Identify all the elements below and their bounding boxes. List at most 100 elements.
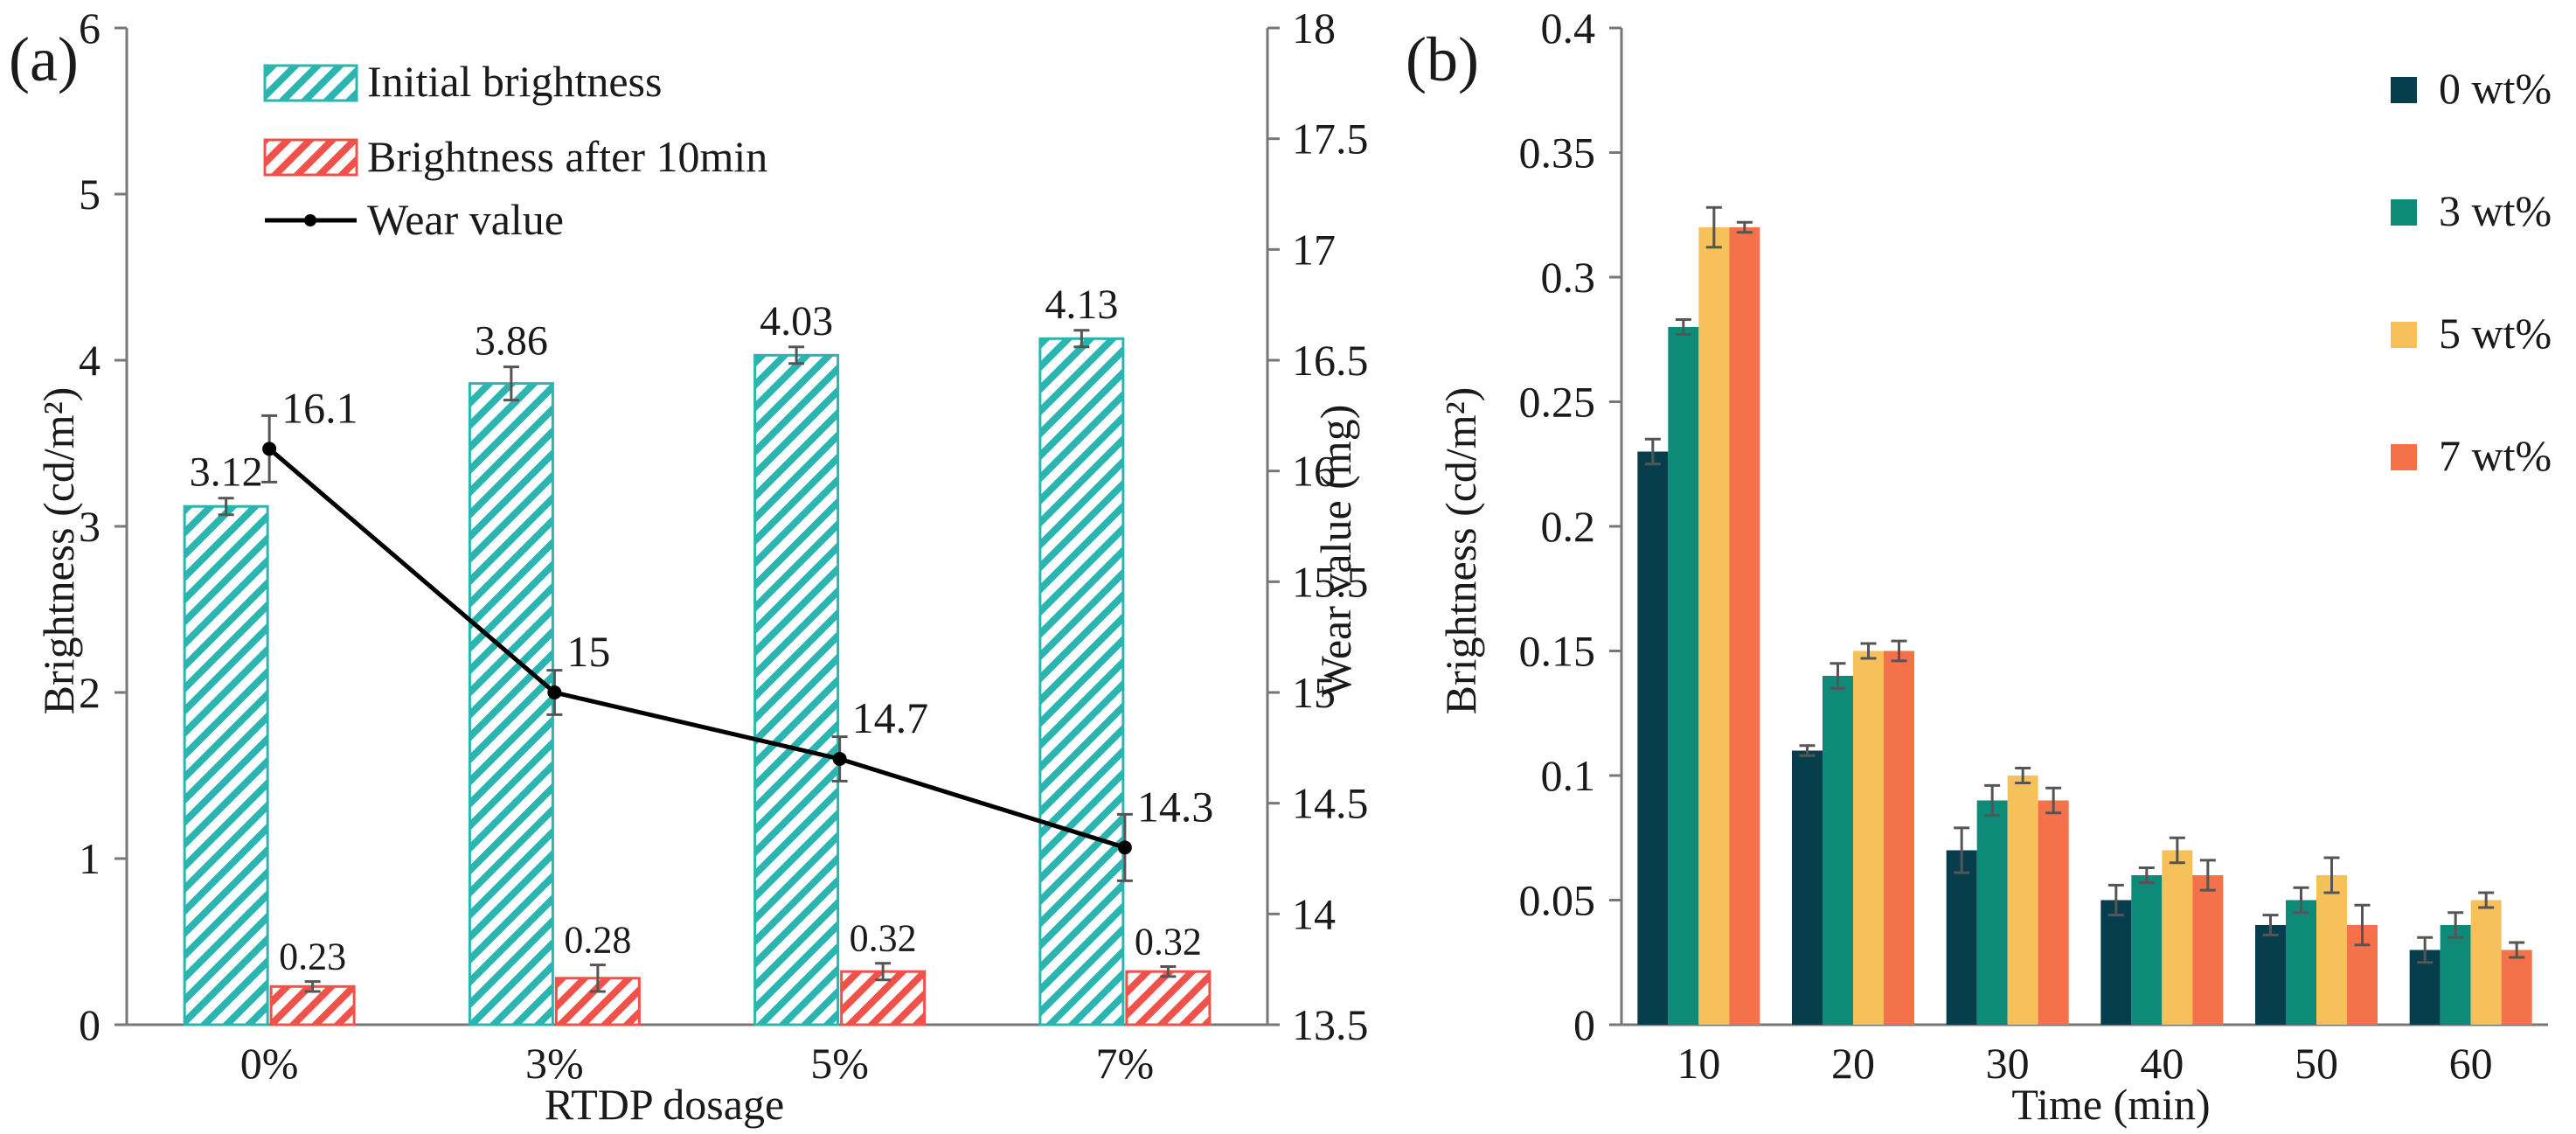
- panel-a-right-axis: 13.5 14 14.5 15 15.5 16 16.5 17 17.5 18: [1266, 3, 1369, 1049]
- legend-label: 7 wt%: [2439, 431, 2552, 480]
- panel-b-x-tick-label: 60: [2449, 1039, 2493, 1088]
- bar-7wt: [1884, 650, 1914, 1025]
- bar-3wt: [1668, 327, 1699, 1025]
- panel-b-label: (b): [1406, 24, 1479, 94]
- wear-value-point: [832, 752, 847, 766]
- panel-b-x-tick-label: 20: [1831, 1039, 1875, 1088]
- panel-b-y-tick-label: 0.15: [1519, 627, 1596, 676]
- panel-a-left-tick-label: 2: [79, 668, 101, 717]
- legend-label: 3 wt%: [2439, 186, 2552, 235]
- initial-brightness-value-label: 3.86: [475, 318, 548, 365]
- panel-a-left-axis-title: Brightness (cd/m²): [34, 387, 83, 715]
- after-10min-bar: [1125, 970, 1212, 1026]
- panel-a-left-tick-label: 3: [79, 502, 101, 551]
- panel-a-x-tick-label: 3%: [525, 1039, 584, 1088]
- panel-b-legend: 0 wt% 3 wt% 5 wt% 7 wt%: [2391, 64, 2552, 480]
- panel-b-y-tick-label: 0.25: [1519, 378, 1596, 427]
- after-10min-value-label: 0.32: [1135, 921, 1202, 964]
- panel-a-right-tick-label: 13.5: [1292, 1000, 1369, 1049]
- bar-7wt: [1729, 227, 1760, 1025]
- bar-3wt: [2131, 875, 2163, 1025]
- bar-5wt: [1853, 650, 1884, 1025]
- wear-value-point: [1117, 840, 1132, 855]
- panel-b-y-tick-label: 0: [1573, 1000, 1595, 1049]
- bar-5wt: [1698, 227, 1730, 1025]
- panel-b-y-tick-label: 0.4: [1541, 3, 1596, 52]
- panel-a-right-axis-title: Wear value (mg): [1311, 405, 1360, 698]
- wear-value-label: 14.7: [852, 693, 929, 742]
- panel-b-x-tick-label: 40: [2140, 1039, 2184, 1088]
- wear-value-label: 15: [566, 627, 610, 676]
- panel-b-y-axis-title: Brightness (cd/m²): [1436, 387, 1485, 715]
- bar-3wt: [2286, 900, 2316, 1025]
- legend-label-wear: Wear value: [367, 195, 564, 244]
- panel-b-y-tick-label: 0.05: [1519, 876, 1596, 925]
- bar-0wt: [1637, 451, 1669, 1025]
- panel-a-label: (a): [9, 24, 79, 94]
- legend-swatch-initial: [263, 64, 358, 102]
- initial-brightness-value-label: 4.13: [1045, 282, 1118, 328]
- legend-label-after: Brightness after 10min: [367, 132, 767, 181]
- panel-b-y-tick-label: 0.1: [1541, 751, 1596, 800]
- bar-5wt: [2316, 875, 2347, 1025]
- legend-swatch-after: [263, 138, 358, 177]
- panel-a-legend: Initial brightness Brightness after 10mi…: [263, 57, 767, 244]
- bar-5wt: [2007, 776, 2038, 1025]
- legend-swatch: [2391, 444, 2417, 470]
- panel-a-right-tick-label: 15: [1292, 668, 1336, 717]
- wear-value-line: [267, 447, 1126, 850]
- panel-b-y-tick-label: 0.2: [1541, 502, 1596, 551]
- panel-b-y-tick-label: 0.3: [1541, 253, 1596, 302]
- panel-a-left-tick-label: 4: [79, 336, 101, 385]
- panel-b-x-axis-title: Time (min): [2011, 1080, 2210, 1129]
- initial-brightness-value-label: 3.12: [190, 449, 263, 496]
- panel-b-y-axis: 0 0.05 0.1 0.15 0.2 0.25 0.3 0.35 0.4: [1519, 3, 2548, 1049]
- panel-a-right-tick-label: 15.5: [1292, 557, 1369, 606]
- wear-value-label: 16.1: [281, 383, 358, 432]
- panel-b: (b) 0 0.05 0.1 0.15 0.2 0.25 0.3 0.35 0.4 10 20 30…: [1406, 3, 2552, 1129]
- panel-a-right-tick-label: 17: [1292, 225, 1336, 274]
- panel-a-left-tick-label: 0: [79, 1000, 101, 1049]
- panel-a-right-tick-label: 17.5: [1292, 115, 1369, 163]
- panel-a-x-ticks: 0% 3% 5% 7%: [240, 1039, 1154, 1088]
- bar-5wt: [2162, 850, 2193, 1025]
- panel-a-right-tick-label: 14.5: [1292, 779, 1369, 828]
- bar-5wt: [2470, 900, 2502, 1025]
- legend-marker-wear: [304, 214, 316, 226]
- bar-7wt: [2192, 875, 2224, 1025]
- bar-0wt: [1792, 750, 1823, 1025]
- after-10min-value-label: 0.28: [564, 919, 631, 962]
- initial-brightness-bar: [1038, 337, 1125, 1026]
- panel-b-bars: [1637, 205, 2532, 1025]
- initial-brightness-bar: [183, 504, 269, 1026]
- bar-7wt: [2501, 950, 2532, 1025]
- initial-brightness-value-label: 4.03: [760, 298, 833, 344]
- panel-a-left-tick-label: 1: [79, 834, 101, 883]
- legend-label: 5 wt%: [2439, 309, 2552, 358]
- bar-0wt: [2255, 925, 2286, 1025]
- bar-7wt: [2038, 800, 2069, 1025]
- panel-a-bars: 3.12 0.23 3.86 0.28 4.03 0.32 4.13 0.32: [183, 282, 1212, 1026]
- initial-brightness-bar: [468, 382, 554, 1026]
- legend-swatch: [2391, 322, 2417, 348]
- wear-value-point: [262, 442, 277, 456]
- panel-a-right-tick-label: 14: [1292, 889, 1336, 938]
- panel-b-x-tick-label: 10: [1677, 1039, 1720, 1088]
- panel-a-x-tick-label: 0%: [240, 1039, 299, 1088]
- wear-value-label: 14.3: [1137, 782, 1214, 831]
- panel-b-x-ticks: 10 20 30 40 50 60: [1677, 1039, 2492, 1088]
- legend-swatch: [2391, 77, 2417, 103]
- panel-a-x-tick-label: 7%: [1096, 1039, 1155, 1088]
- panel-a-right-tick-label: 16.5: [1292, 336, 1369, 385]
- panel-a-right-tick-label: 18: [1292, 3, 1336, 52]
- panel-a-wear-line: 16.1 15 14.7 14.3: [261, 383, 1214, 882]
- legend-swatch: [2391, 199, 2417, 226]
- after-10min-bar: [269, 984, 356, 1026]
- wear-value-point: [547, 685, 562, 699]
- panel-a-left-tick-label: 6: [79, 3, 101, 52]
- panel-b-x-tick-label: 30: [1986, 1039, 2030, 1088]
- bar-3wt: [1823, 676, 1853, 1025]
- panel-a-x-tick-label: 5%: [810, 1039, 869, 1088]
- panel-a: (a) 0 1 2 3 4 5 6 13.5 14 14.5 15 15.5 16 16.5 17 17.5…: [9, 3, 1369, 1129]
